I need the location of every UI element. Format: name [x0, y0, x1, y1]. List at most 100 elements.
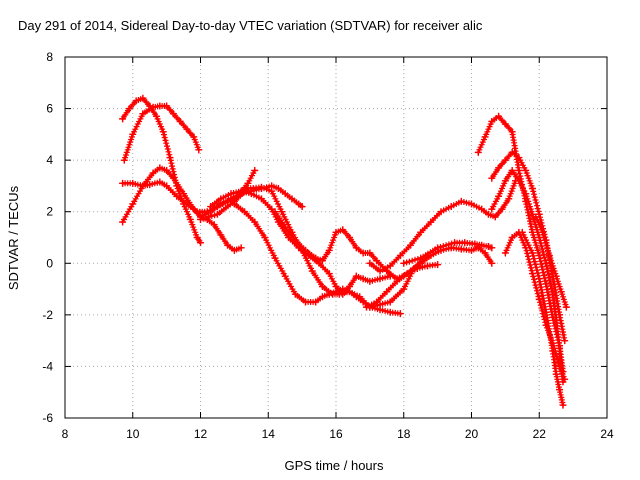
- data-point: [119, 218, 127, 226]
- data-point: [180, 190, 188, 198]
- x-tick-label: 16: [329, 427, 343, 441]
- data-point: [396, 310, 404, 318]
- data-point: [561, 337, 569, 345]
- data-point: [271, 254, 279, 262]
- data-point: [393, 277, 401, 285]
- data-point: [386, 262, 394, 270]
- data-point: [125, 105, 133, 113]
- series-track-16: [532, 213, 570, 311]
- data-point: [508, 148, 516, 156]
- data-point: [257, 183, 265, 191]
- data-point: [190, 133, 198, 141]
- data-point: [386, 298, 394, 306]
- data-point: [193, 234, 201, 241]
- data-point: [237, 244, 245, 252]
- data-point: [423, 262, 431, 270]
- data-point: [515, 166, 523, 174]
- data-point: [549, 339, 557, 347]
- data-point: [197, 215, 204, 223]
- data-point: [461, 239, 469, 247]
- data-point: [359, 298, 367, 306]
- y-tick-label: 4: [46, 153, 53, 167]
- data-point: [471, 240, 479, 248]
- data-point: [542, 280, 550, 288]
- data-point: [227, 190, 235, 198]
- data-point: [325, 246, 333, 254]
- data-point: [488, 244, 496, 252]
- data-point: [149, 103, 157, 111]
- data-point: [552, 370, 560, 378]
- data-point: [557, 288, 565, 296]
- data-point: [488, 259, 496, 267]
- data-point: [332, 288, 340, 296]
- data-point: [247, 190, 255, 198]
- data-point: [457, 245, 465, 253]
- data-point: [366, 249, 374, 257]
- data-point: [457, 197, 465, 205]
- data-point: [274, 185, 282, 193]
- data-point: [207, 203, 215, 211]
- data-point: [268, 187, 276, 195]
- x-tick-label: 24: [600, 427, 614, 441]
- data-point: [193, 208, 201, 216]
- data-point: [488, 174, 496, 182]
- x-tick-label: 20: [465, 427, 479, 441]
- chart-title: Day 291 of 2014, Sidereal Day-to-day VTE…: [18, 18, 483, 33]
- data-point: [474, 148, 482, 156]
- data-point: [437, 208, 445, 216]
- data-point: [522, 244, 530, 252]
- data-point: [159, 128, 167, 136]
- data-point: [535, 295, 543, 303]
- data-point: [515, 177, 523, 185]
- series-track-8: [230, 200, 431, 311]
- data-point: [556, 362, 564, 370]
- data-point: [132, 97, 140, 105]
- data-point: [352, 293, 360, 301]
- data-point: [495, 164, 503, 172]
- data-point: [312, 298, 320, 306]
- data-point: [291, 290, 299, 298]
- data-point: [484, 210, 492, 218]
- data-point: [495, 112, 503, 120]
- data-point: [291, 236, 299, 244]
- y-tick-label: 8: [46, 50, 53, 64]
- data-point: [163, 182, 171, 190]
- data-point: [173, 192, 181, 200]
- data-point: [386, 308, 394, 316]
- data-point: [213, 210, 221, 218]
- data-point: [120, 156, 128, 164]
- data-point: [396, 252, 404, 260]
- plus-markers: [366, 177, 519, 274]
- data-point: [562, 303, 570, 311]
- data-point: [495, 192, 503, 200]
- data-point: [522, 190, 530, 198]
- data-point: [119, 115, 127, 123]
- data-point: [281, 223, 289, 231]
- x-axis-label: GPS time / hours: [285, 458, 384, 473]
- data-point: [535, 252, 543, 260]
- data-point: [559, 401, 567, 409]
- data-point: [139, 94, 147, 102]
- y-tick-label: -4: [42, 359, 53, 373]
- data-point: [217, 195, 225, 203]
- data-point: [515, 228, 523, 236]
- data-point: [488, 205, 496, 213]
- x-tick-label: 8: [62, 427, 69, 441]
- data-point: [152, 112, 160, 120]
- data-point: [318, 282, 326, 290]
- data-point: [515, 154, 523, 162]
- data-point: [339, 285, 347, 293]
- series-track-10: [362, 244, 496, 311]
- y-tick-label: 6: [46, 102, 53, 116]
- data-point: [376, 275, 384, 283]
- data-point: [129, 200, 137, 208]
- data-point: [498, 205, 506, 213]
- data-point: [447, 203, 455, 211]
- data-point: [484, 243, 492, 251]
- data-point: [383, 288, 391, 296]
- data-point: [278, 208, 286, 216]
- data-point: [129, 179, 137, 187]
- data-point: [230, 200, 238, 208]
- data-point: [332, 228, 340, 236]
- data-point: [169, 110, 177, 118]
